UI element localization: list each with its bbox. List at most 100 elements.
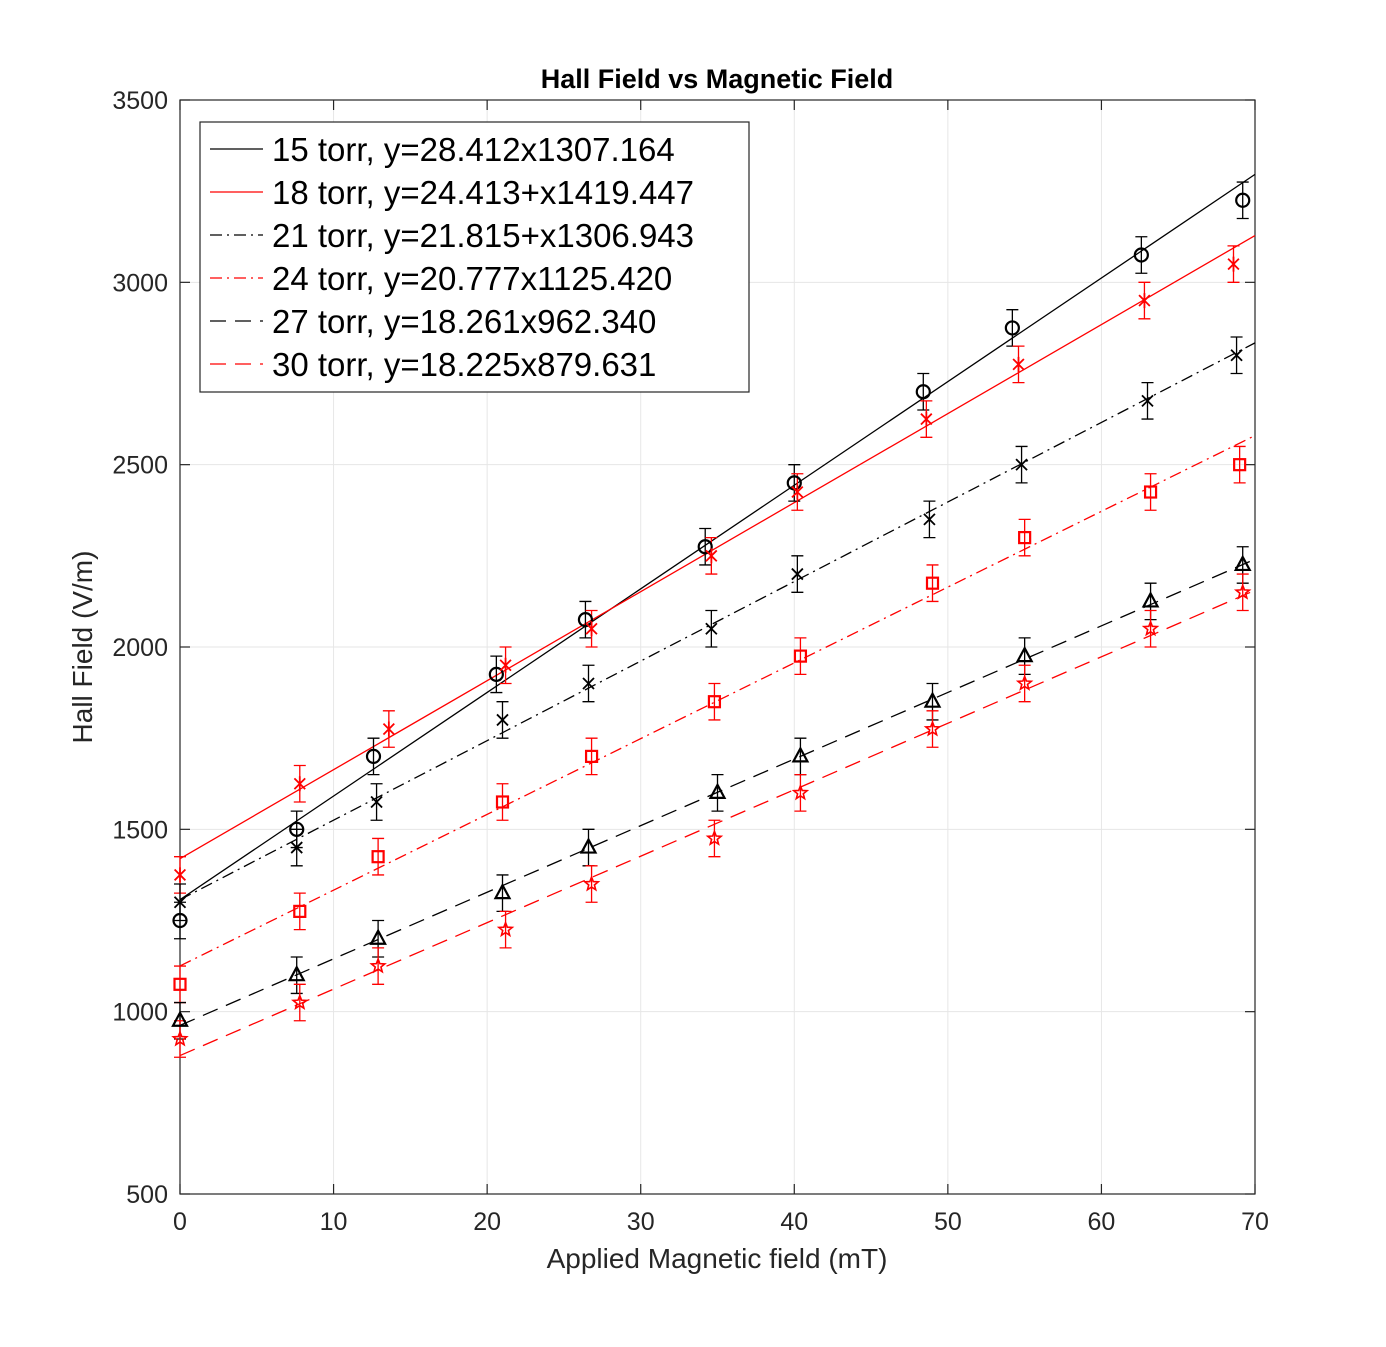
y-tick-label: 2500	[112, 452, 168, 480]
triangle-marker	[708, 782, 727, 799]
y-tick-label: 1500	[112, 816, 168, 844]
error-bar	[1233, 445, 1246, 484]
error-bar	[926, 710, 939, 748]
error-bar	[293, 892, 306, 931]
triangle-marker	[923, 691, 942, 708]
x-marker	[1141, 394, 1154, 407]
error-bar	[372, 947, 385, 985]
pentagram-marker	[582, 874, 601, 892]
pentagram-marker	[496, 920, 515, 938]
x-tick-label: 40	[780, 1208, 808, 1236]
fit-line	[179, 434, 1256, 967]
legend-entry-label: 24 torr, y=20.777x1125.420	[272, 260, 672, 297]
circle-marker	[289, 821, 305, 837]
asterisk-marker	[382, 721, 395, 737]
circle-marker	[915, 384, 931, 400]
square-marker	[1143, 485, 1158, 499]
error-bar	[293, 983, 306, 1022]
fit-line	[179, 342, 1256, 901]
axis-ticks: 0 10 20 30 40 50 60 70 500 1000 1500 2000 2500 3000 35…	[112, 87, 1269, 1236]
error-bar	[585, 865, 598, 903]
error-bar	[579, 600, 592, 639]
triangle-marker	[1141, 591, 1160, 608]
square-marker	[707, 695, 722, 709]
error-bar	[794, 637, 807, 675]
error-bar	[1144, 609, 1157, 648]
error-bar	[496, 783, 509, 821]
x-tick-label: 20	[473, 1208, 501, 1236]
asterisk-marker	[499, 657, 512, 673]
triangle-marker	[1015, 645, 1034, 663]
legend-entry-label: 18 torr, y=24.413+x1419.447	[272, 174, 694, 211]
circle-marker	[697, 539, 713, 555]
square-marker	[495, 795, 510, 809]
error-bar	[1135, 236, 1148, 274]
x-tick-label: 0	[173, 1208, 187, 1236]
error-bar	[794, 773, 807, 812]
circle-marker	[1133, 247, 1149, 263]
pentagram-marker	[171, 1029, 189, 1047]
error-bar	[499, 910, 512, 949]
x-marker	[791, 567, 804, 581]
error-bar	[1236, 573, 1249, 612]
x-marker	[1230, 349, 1243, 362]
legend-entries: 15 torr, y=28.412x1307.164 18 torr, y=24.…	[210, 131, 694, 383]
circle-marker	[365, 748, 382, 765]
x-marker	[705, 622, 718, 635]
pentagram-marker	[1015, 674, 1034, 691]
square-marker	[293, 904, 307, 918]
asterisk-marker	[293, 776, 306, 792]
circle-marker	[1004, 320, 1020, 336]
square-marker	[584, 749, 599, 764]
y-tick-label: 2000	[112, 634, 168, 662]
square-marker	[925, 576, 940, 590]
asterisk-marker	[173, 867, 187, 883]
square-marker	[371, 850, 385, 864]
asterisk-marker	[1227, 256, 1240, 272]
asterisk-marker	[920, 411, 933, 427]
square-marker	[1018, 530, 1032, 545]
triangle-marker	[579, 837, 598, 854]
error-bar	[926, 564, 939, 603]
error-bar	[917, 372, 930, 411]
error-bar	[711, 773, 724, 812]
error-bar	[585, 737, 598, 776]
triangle-marker	[493, 882, 512, 900]
triangle-marker	[1233, 554, 1252, 572]
y-tick-label: 500	[126, 1181, 168, 1209]
circle-marker	[172, 912, 188, 929]
fit-line	[179, 589, 1256, 1057]
legend-box	[199, 121, 750, 393]
error-bar	[367, 737, 380, 776]
x-marker	[173, 896, 187, 909]
data-markers	[171, 192, 1252, 1047]
square-marker	[173, 977, 187, 991]
fit-line	[179, 234, 1256, 860]
y-tick-label: 3500	[112, 87, 168, 115]
error-bar	[1018, 518, 1031, 557]
asterisk-marker	[705, 548, 718, 564]
asterisk-marker	[791, 484, 804, 500]
pentagram-marker	[791, 783, 810, 801]
pentagram-marker	[705, 829, 724, 846]
x-tick-label: 10	[320, 1208, 348, 1236]
x-tick-label: 60	[1088, 1208, 1116, 1236]
x-tick-label: 50	[934, 1208, 962, 1236]
error-bar	[372, 837, 385, 876]
pentagram-marker	[1233, 583, 1252, 600]
circle-marker	[1235, 192, 1251, 208]
asterisk-marker	[585, 621, 598, 637]
triangle-marker	[369, 928, 387, 945]
error-bar	[708, 682, 721, 721]
x-marker	[582, 677, 595, 690]
x-marker	[496, 713, 509, 727]
circle-marker	[488, 666, 504, 682]
chart-title: Hall Field vs Magnetic Field	[541, 64, 894, 94]
triangle-marker	[287, 964, 306, 982]
legend-entry-label: 30 torr, y=18.225x879.631	[272, 346, 656, 383]
error-bar	[1144, 473, 1157, 511]
triangle-marker	[171, 1010, 189, 1027]
x-marker	[290, 841, 303, 854]
error-bar	[490, 655, 503, 694]
error-bar	[708, 819, 721, 858]
